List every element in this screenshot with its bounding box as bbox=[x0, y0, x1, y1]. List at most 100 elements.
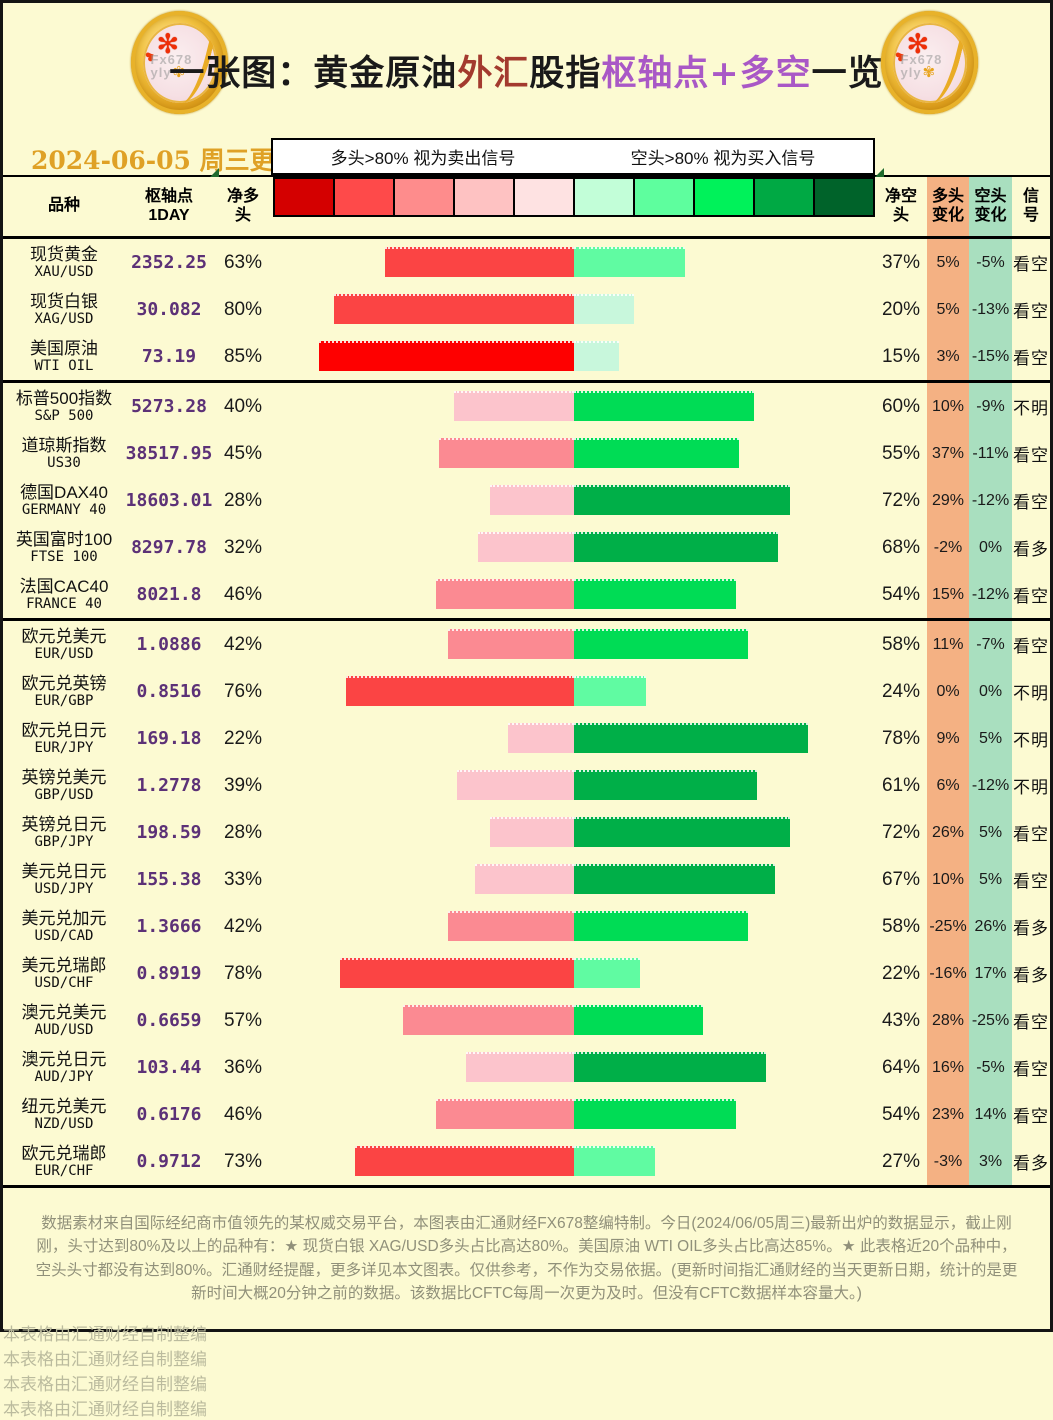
position-bars bbox=[273, 997, 875, 1044]
net-long-percent: 22% bbox=[223, 727, 263, 749]
bud-icon: ✾ bbox=[172, 63, 186, 81]
marker-triangle-icon bbox=[210, 168, 219, 177]
long-change-percent: -2% bbox=[927, 524, 969, 571]
net-long-bar bbox=[457, 770, 574, 800]
signal-label: 看空 bbox=[1013, 1060, 1049, 1079]
net-short-bar bbox=[574, 341, 619, 371]
flower-icon: ✻ bbox=[906, 28, 930, 59]
pivot-value: 0.6659 bbox=[136, 1010, 202, 1031]
watermark-text: 本表格由汇通财经自制整编 bbox=[3, 1350, 207, 1369]
table-row: 欧元兑美元 EUR/USD 1.0886 42% 58% 11% -7% 看空 bbox=[3, 621, 1050, 668]
net-short-percent: 64% bbox=[881, 1056, 921, 1078]
title-segment: 一张图：黄金原油 bbox=[169, 53, 458, 94]
instrument-name: 现货黄金 XAU/USD bbox=[3, 239, 125, 286]
signal-label: 看空 bbox=[1013, 637, 1049, 656]
coin-watermark: Fx678 yly bbox=[150, 51, 193, 81]
instrument-name-cn: 纽元兑美元 bbox=[21, 1096, 107, 1116]
legend-long-rule: 多头>80% 视为卖出信号 bbox=[330, 149, 516, 168]
instrument-code: GBP/JPY bbox=[34, 834, 94, 851]
position-bars bbox=[273, 715, 875, 762]
signal-label: 看多 bbox=[1013, 540, 1049, 559]
watermark-text: 本表格由汇通财经自制整编 bbox=[3, 1325, 207, 1344]
table-row: 德国DAX40 GERMANY 40 18603.01 28% 72% 29% -12% 看空 bbox=[3, 477, 1050, 524]
short-change-percent: 5% bbox=[969, 809, 1012, 856]
signal-label: 看多 bbox=[1013, 1154, 1049, 1173]
signal-label: 不明 bbox=[1013, 684, 1049, 703]
instrument-name-cn: 英国富时100 bbox=[15, 529, 113, 549]
pivot-value: 38517.95 bbox=[125, 443, 213, 464]
short-change-percent: -25% bbox=[969, 997, 1012, 1044]
net-short-bar bbox=[574, 294, 634, 324]
table-bottom-border bbox=[3, 1185, 1050, 1188]
signal-label: 看空 bbox=[1013, 1107, 1049, 1126]
table-row: 英国富时100 FTSE 100 8297.78 32% 68% -2% 0% 看多 bbox=[3, 524, 1050, 571]
table-row: 美元兑日元 USD/JPY 155.38 33% 67% 10% 5% 看空 bbox=[3, 856, 1050, 903]
long-change-percent: 23% bbox=[927, 1091, 969, 1138]
short-change-percent: -7% bbox=[969, 621, 1012, 668]
net-short-percent: 60% bbox=[881, 395, 921, 417]
col-header-short-change: 空头 变化 bbox=[969, 177, 1012, 236]
position-bars bbox=[273, 950, 875, 997]
long-change-percent: 29% bbox=[927, 477, 969, 524]
table-row: 现货白银 XAG/USD 30.082 80% 20% 5% -13% 看空 bbox=[3, 286, 1050, 333]
pivot-value: 0.9712 bbox=[136, 1151, 202, 1172]
instrument-name-cn: 欧元兑瑞郎 bbox=[21, 1143, 107, 1163]
instrument-name-cn: 澳元兑日元 bbox=[21, 1049, 107, 1069]
long-change-percent: 28% bbox=[927, 997, 969, 1044]
net-long-percent: 33% bbox=[223, 868, 263, 890]
position-bars bbox=[273, 903, 875, 950]
net-long-percent: 42% bbox=[223, 915, 263, 937]
net-long-percent: 80% bbox=[223, 298, 263, 320]
instrument-code: EUR/USD bbox=[34, 646, 94, 663]
col-header-variety: 品种 bbox=[47, 197, 80, 215]
net-long-bar bbox=[448, 629, 574, 659]
instrument-name-cn: 法国CAC40 bbox=[19, 576, 109, 596]
pivot-value: 73.19 bbox=[141, 346, 197, 367]
position-bars bbox=[273, 477, 875, 524]
instrument-name-cn: 美元兑瑞郎 bbox=[21, 955, 107, 975]
short-change-percent: -11% bbox=[969, 430, 1012, 477]
net-short-percent: 54% bbox=[881, 1103, 921, 1125]
net-long-percent: 45% bbox=[223, 442, 263, 464]
table-row: 道琼斯指数 US30 38517.95 45% 55% 37% -11% 看空 bbox=[3, 430, 1050, 477]
net-short-percent: 72% bbox=[881, 821, 921, 843]
instrument-name-cn: 澳元兑美元 bbox=[21, 1002, 107, 1022]
signal-label: 看多 bbox=[1013, 966, 1049, 985]
net-long-bar bbox=[448, 911, 574, 941]
signal-label: 看空 bbox=[1013, 872, 1049, 891]
signal-label: 看空 bbox=[1013, 493, 1049, 512]
short-change-percent: -12% bbox=[969, 571, 1012, 618]
update-date: 2024-06-05 周三更新 bbox=[31, 146, 300, 175]
net-long-bar bbox=[475, 864, 574, 894]
pivot-value: 18603.01 bbox=[125, 490, 213, 511]
instrument-code: WTI OIL bbox=[34, 358, 94, 375]
instrument-name: 现货白银 XAG/USD bbox=[3, 286, 125, 333]
net-long-bar bbox=[334, 294, 574, 324]
short-change-percent: 26% bbox=[969, 903, 1012, 950]
net-long-percent: 76% bbox=[223, 680, 263, 702]
long-change-percent: -16% bbox=[927, 950, 969, 997]
net-short-bar bbox=[574, 770, 757, 800]
col-header-pivot: 枢轴点 1DAY bbox=[144, 188, 193, 224]
instrument-code: US30 bbox=[47, 455, 81, 472]
net-long-percent: 78% bbox=[223, 962, 263, 984]
long-change-percent: 9% bbox=[927, 715, 969, 762]
instrument-name-cn: 英镑兑日元 bbox=[21, 814, 107, 834]
signal-label: 看空 bbox=[1013, 349, 1049, 368]
col-header-net-long: 净多头 bbox=[226, 188, 259, 224]
pivot-value: 0.8516 bbox=[136, 681, 202, 702]
net-long-percent: 32% bbox=[223, 536, 263, 558]
net-long-percent: 57% bbox=[223, 1009, 263, 1031]
col-header-signal: 信号 bbox=[1022, 188, 1039, 224]
instrument-name-cn: 现货白银 bbox=[30, 291, 98, 311]
table-row: 英镑兑美元 GBP/USD 1.2778 39% 61% 6% -12% 不明 bbox=[3, 762, 1050, 809]
net-short-percent: 78% bbox=[881, 727, 921, 749]
instrument-code: FTSE 100 bbox=[30, 549, 98, 566]
position-bars bbox=[273, 762, 875, 809]
instrument-name: 澳元兑美元 AUD/USD bbox=[3, 997, 125, 1044]
instrument-code: EUR/JPY bbox=[34, 740, 94, 757]
short-change-percent: 17% bbox=[969, 950, 1012, 997]
legend-band: 2024-06-05 周三更新 多头>80% 视为卖出信号 空头>80% 视为买… bbox=[3, 138, 1050, 175]
color-scale bbox=[273, 177, 875, 236]
